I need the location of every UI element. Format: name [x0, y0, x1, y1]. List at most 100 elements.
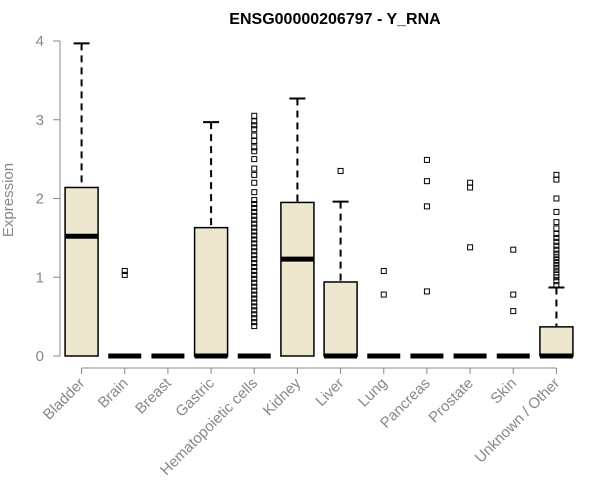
- box-group-8: [367, 267, 401, 359]
- box-group-5: [237, 112, 271, 359]
- outlier-point: [121, 271, 128, 278]
- outlier-point: [553, 234, 560, 241]
- outlier-point: [251, 299, 258, 306]
- outlier-point: [251, 256, 258, 263]
- outlier-point: [251, 201, 258, 208]
- outlier-point: [251, 224, 258, 231]
- outlier-point: [251, 112, 258, 119]
- outlier-point: [553, 269, 560, 276]
- outlier-point: [553, 219, 560, 226]
- outlier-point: [510, 308, 517, 315]
- outlier-point: [553, 278, 560, 285]
- outlier-point: [553, 238, 560, 245]
- outlier-point: [553, 263, 560, 270]
- box: [539, 326, 574, 357]
- outlier-point: [251, 126, 258, 133]
- box-group-1: [64, 42, 99, 357]
- outlier-point: [251, 132, 258, 139]
- outlier-point: [251, 252, 258, 259]
- box-group-4: [193, 121, 229, 359]
- box: [64, 186, 99, 357]
- outlier-point: [251, 189, 258, 196]
- outlier-point: [423, 203, 430, 210]
- outlier-point: [251, 303, 258, 310]
- outlier-point: [423, 178, 430, 185]
- outlier-point: [467, 244, 474, 251]
- outlier-point: [251, 118, 258, 125]
- outlier-point: [553, 230, 560, 237]
- outlier-point: [251, 212, 258, 219]
- outlier-point: [251, 315, 258, 322]
- outlier-point: [251, 307, 258, 314]
- outlier-point: [251, 165, 258, 172]
- outlier-point: [251, 260, 258, 267]
- x-tick-label: Bladder: [40, 375, 89, 424]
- x-tick-label: Liver: [312, 375, 347, 410]
- outlier-point: [553, 256, 560, 263]
- y-tick-label: 3: [36, 112, 44, 129]
- outlier-point: [251, 248, 258, 255]
- outlier-point: [251, 267, 258, 274]
- box: [193, 226, 229, 357]
- outlier-point: [553, 242, 560, 249]
- outlier-point: [251, 148, 258, 155]
- outlier-point: [380, 291, 387, 298]
- x-tick-label: Prostate: [425, 375, 477, 427]
- outlier-point: [251, 179, 258, 186]
- outlier-point: [553, 253, 560, 260]
- outlier-point: [251, 291, 258, 298]
- outlier-point: [121, 267, 128, 274]
- outlier-point: [423, 288, 430, 295]
- outlier-point: [251, 279, 258, 286]
- outlier-point: [251, 275, 258, 282]
- y-axis: 0 1 2 3 4: [36, 33, 61, 365]
- outlier-point: [380, 267, 387, 274]
- outlier-point: [553, 282, 560, 289]
- box-group-9: [410, 156, 444, 359]
- outlier-point: [423, 156, 430, 163]
- y-tick-label: 0: [36, 348, 44, 365]
- x-tick-label: Skin: [487, 375, 520, 408]
- outlier-point: [467, 179, 474, 186]
- box: [323, 281, 358, 357]
- outlier-point: [251, 244, 258, 251]
- x-tick-label: Brain: [95, 375, 132, 412]
- y-tick-label: 1: [36, 269, 44, 286]
- outlier-point: [337, 167, 344, 174]
- outlier-point: [510, 246, 517, 253]
- outlier-point: [251, 264, 258, 271]
- x-tick-label: Breast: [132, 374, 175, 417]
- outlier-point: [251, 323, 258, 330]
- chart-title: ENSG00000206797 - Y_RNA: [229, 11, 441, 28]
- boxes-group: [64, 42, 574, 359]
- outlier-point: [251, 171, 258, 178]
- outlier-point: [251, 208, 258, 215]
- outlier-point: [553, 260, 560, 267]
- outlier-point: [553, 266, 560, 273]
- outlier-point: [251, 319, 258, 326]
- outlier-point: [251, 144, 258, 151]
- outlier-point: [251, 138, 258, 145]
- outlier-point: [251, 283, 258, 290]
- outlier-point: [251, 311, 258, 318]
- outlier-point: [553, 250, 560, 257]
- y-tick-label: 2: [36, 191, 44, 208]
- box-group-7: [323, 167, 358, 359]
- outlier-point: [251, 216, 258, 223]
- box: [280, 201, 315, 357]
- outlier-point: [251, 240, 258, 247]
- outlier-point: [553, 195, 560, 202]
- outlier-point: [251, 295, 258, 302]
- outlier-point: [553, 225, 560, 232]
- outlier-point: [251, 156, 258, 163]
- outlier-point: [251, 220, 258, 227]
- outlier-point: [553, 246, 560, 253]
- y-axis-label: Expression: [0, 163, 17, 237]
- box-group-6: [280, 97, 315, 357]
- outlier-point: [251, 236, 258, 243]
- box-group-12: [539, 171, 574, 359]
- outlier-point: [251, 204, 258, 211]
- outlier-point: [251, 197, 258, 204]
